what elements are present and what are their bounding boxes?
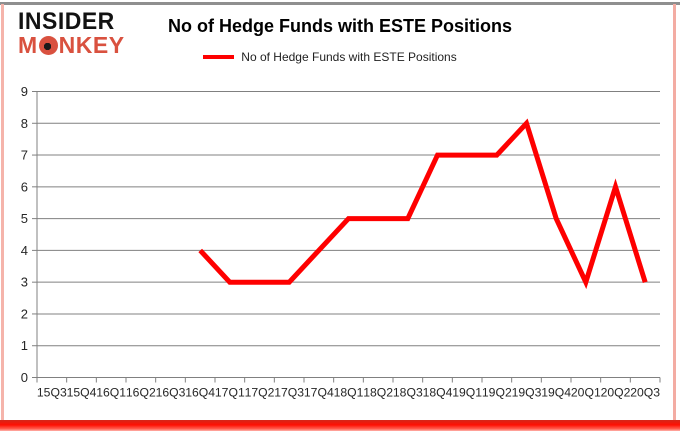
frame-border-bottom [0,420,680,431]
svg-text:19Q3: 19Q3 [512,386,542,400]
svg-text:20Q2: 20Q2 [601,386,631,400]
frame-border-left [1,4,4,422]
frame-border-right [673,4,676,422]
frame-border-top [0,2,680,5]
legend-line-swatch [203,55,235,59]
svg-text:18Q1: 18Q1 [334,386,364,400]
svg-text:17Q4: 17Q4 [304,386,334,400]
svg-text:19Q2: 19Q2 [482,386,512,400]
svg-text:4: 4 [21,243,28,258]
chart-title: No of Hedge Funds with ESTE Positions [167,16,512,36]
logo-monkey-rest: NKEY [58,32,125,58]
svg-text:0: 0 [21,370,28,385]
svg-text:7: 7 [21,148,28,163]
monkey-o-icon [38,36,58,55]
svg-text:15Q3: 15Q3 [37,386,67,400]
insider-monkey-logo: INSIDER M NKEY [18,6,125,57]
svg-text:18Q3: 18Q3 [393,386,423,400]
svg-text:3: 3 [21,275,28,290]
legend-label: No of Hedge Funds with ESTE Positions [241,50,457,64]
svg-text:20Q3: 20Q3 [630,386,660,400]
svg-text:16Q2: 16Q2 [126,386,156,400]
svg-text:15Q4: 15Q4 [67,386,97,400]
svg-text:19Q4: 19Q4 [541,386,571,400]
svg-text:8: 8 [21,116,28,131]
legend: No of Hedge Funds with ESTE Positions [0,50,660,64]
svg-text:1: 1 [21,338,28,353]
svg-text:18Q2: 18Q2 [363,386,393,400]
svg-text:16Q3: 16Q3 [156,386,186,400]
svg-text:9: 9 [21,84,28,99]
svg-text:16Q1: 16Q1 [96,386,126,400]
svg-text:6: 6 [21,179,28,194]
logo-insider-text: INSIDER [18,6,115,35]
logo-monkey-m: M [18,32,38,58]
svg-text:5: 5 [21,211,28,226]
svg-text:16Q4: 16Q4 [185,386,215,400]
svg-text:19Q1: 19Q1 [452,386,482,400]
logo-monkey-text: M NKEY [18,34,125,57]
svg-text:17Q3: 17Q3 [274,386,304,400]
svg-text:18Q4: 18Q4 [423,386,453,400]
svg-text:17Q1: 17Q1 [215,386,245,400]
svg-text:17Q2: 17Q2 [245,386,275,400]
svg-text:20Q1: 20Q1 [571,386,601,400]
svg-text:2: 2 [21,306,28,321]
